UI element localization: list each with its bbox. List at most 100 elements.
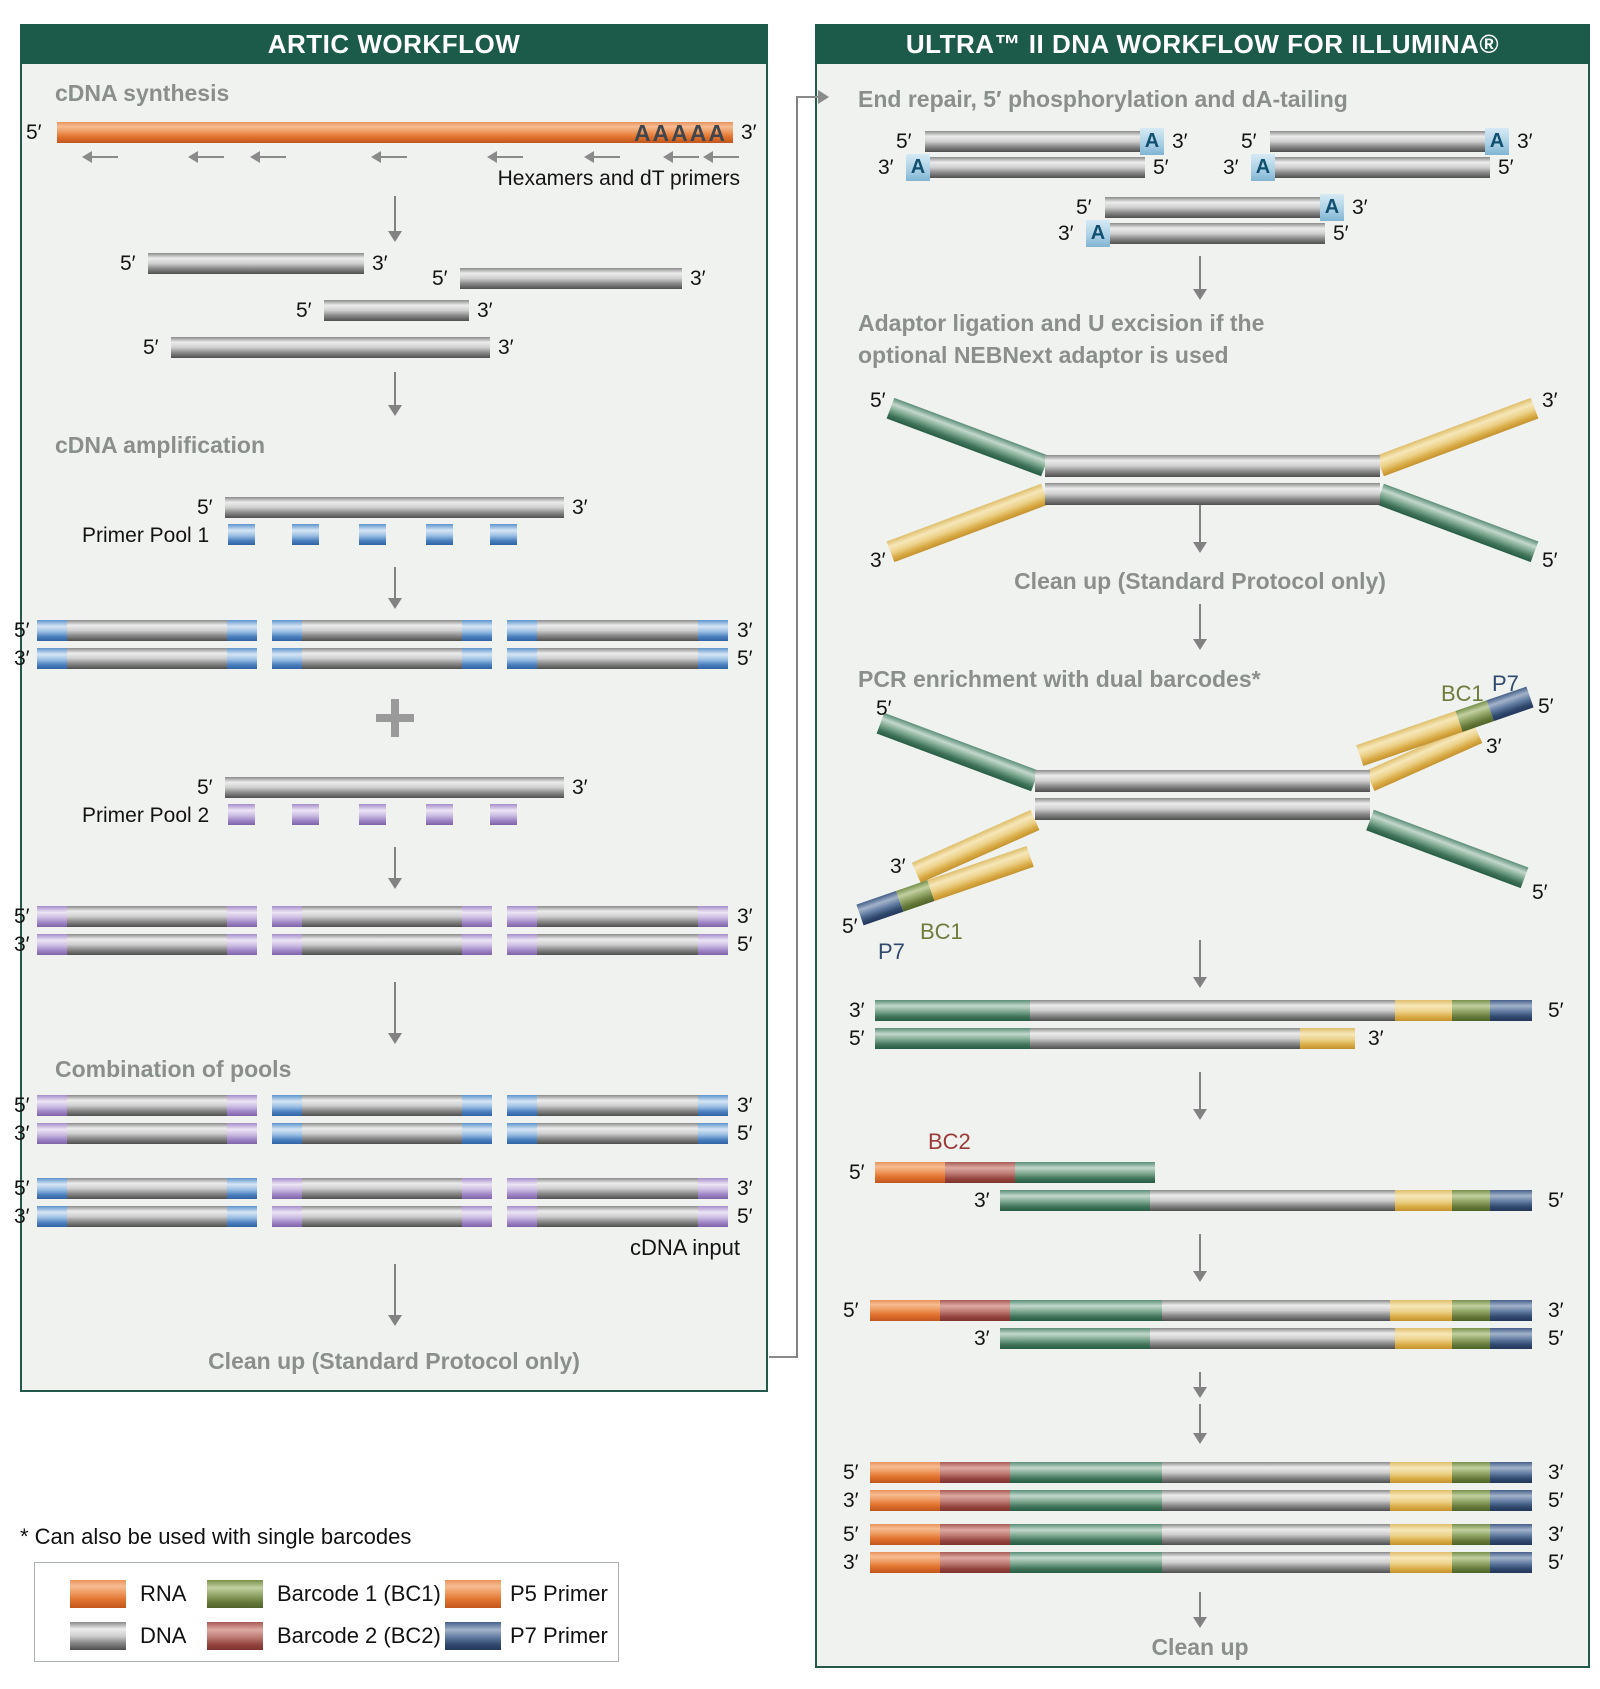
olive-segment (1452, 1524, 1490, 1545)
blue-segment (698, 648, 728, 669)
dna-segment (67, 1123, 227, 1144)
segmented-strand-bar (272, 934, 492, 955)
purple-segment (292, 804, 319, 825)
yellow-segment (1300, 1028, 1355, 1049)
blue-segment (292, 524, 319, 545)
dna-segment (302, 620, 462, 641)
navy-segment (1490, 1300, 1532, 1321)
dna-segment (67, 1178, 227, 1199)
strand-end-label: 3′ (843, 1551, 859, 1574)
blue-segment (359, 524, 386, 545)
segmented-strand-bar (37, 906, 257, 927)
blue-segment (507, 648, 537, 669)
flow-arrow-down (1193, 1404, 1207, 1444)
dna-segment (302, 1206, 462, 1227)
dna-segment (1150, 1328, 1395, 1349)
purple-bar (359, 804, 386, 825)
strand-end-label: 5′ (849, 1161, 865, 1184)
insert-dna-top-strand (1035, 770, 1370, 792)
flow-arrow-down (1193, 604, 1207, 650)
strand-end-label: 5′ (843, 1299, 859, 1322)
purple-segment (462, 934, 492, 955)
blue-segment (227, 1178, 257, 1199)
olive-segment (1452, 1552, 1490, 1573)
segmented-strand-bar (272, 906, 492, 927)
strand-end-label: 5′ (1241, 130, 1257, 153)
da-tail-box: A (1485, 128, 1509, 155)
legend-label-dna: DNA (140, 1623, 187, 1648)
strand-end-label: 3′ (1548, 1299, 1564, 1322)
da-tail-box: A (1140, 128, 1164, 155)
strand-end-label: 3′ (870, 549, 886, 572)
step-title: Clean up (Standard Protocol only) (208, 1348, 580, 1374)
strand-end-label: 5′ (1498, 156, 1514, 179)
segmented-strand-bar (507, 1123, 728, 1144)
red-segment (940, 1524, 1010, 1545)
dna-segment (537, 1178, 698, 1199)
flow-arrow-down (388, 847, 402, 889)
segmented-strand-bar (37, 1206, 257, 1227)
dna-segment (171, 337, 490, 358)
flow-arrow-down (388, 1264, 402, 1326)
blue-segment (490, 524, 517, 545)
flow-arrow-down (1193, 940, 1207, 988)
blue-segment (426, 524, 453, 545)
navy-segment (1490, 1524, 1532, 1545)
flow-arrow-down (388, 567, 402, 609)
teal-segment (875, 1000, 1030, 1021)
teal-segment (1010, 1462, 1162, 1483)
legend-swatch-p7 (445, 1622, 501, 1650)
blue-bar (292, 524, 319, 545)
purple-segment (490, 804, 517, 825)
olive-segment (1452, 1000, 1490, 1021)
olive-segment (1452, 1190, 1490, 1211)
purple-segment (37, 1095, 67, 1116)
blue-segment (37, 1178, 67, 1199)
legend-label-bc1: Barcode 1 (BC1) (277, 1581, 441, 1606)
legend-swatch-bc2 (207, 1622, 263, 1650)
segmented-strand-bar (507, 648, 728, 669)
strand-end-label: 5′ (1532, 881, 1548, 904)
strand-end-label: 3′ (741, 121, 757, 144)
purple-segment (227, 1123, 257, 1144)
poly-a-tail-label: AAAAA (633, 120, 727, 146)
primer-arrow-left (82, 151, 118, 163)
strand-end-label: 3′ (14, 1122, 30, 1145)
strand-end-label: 3′ (572, 496, 588, 519)
strand-end-label: 3′ (1486, 735, 1502, 758)
purple-segment (507, 934, 537, 955)
navy-label: P7 (878, 939, 905, 964)
strand-end-label: 3′ (1058, 222, 1074, 245)
purple-segment (698, 1206, 728, 1227)
yellow-segment (1390, 1490, 1452, 1511)
red-segment (940, 1490, 1010, 1511)
dna-segment (1275, 157, 1490, 178)
pcr-enrichment-structure (856, 686, 1534, 926)
flow-arrow-down (1193, 1234, 1207, 1282)
dna-segment (302, 648, 462, 669)
blue-segment (272, 620, 302, 641)
dna-segment (67, 1095, 227, 1116)
strand-end-label: 5′ (26, 121, 42, 144)
section-title: Combination of pools (55, 1056, 292, 1082)
olive-segment (1452, 1328, 1490, 1349)
legend-swatch-dna (70, 1622, 126, 1650)
segmented-strand-bar (272, 1206, 492, 1227)
navy-segment (1490, 1490, 1532, 1511)
dna-segment (1110, 223, 1325, 244)
yellow-segment (1395, 1190, 1452, 1211)
strand-end-label: 5′ (737, 647, 753, 670)
strand-end-label: 5′ (876, 697, 892, 720)
blue-segment (507, 1123, 537, 1144)
flow-arrow-down (1193, 1592, 1207, 1628)
strand-end-label: 3′ (1517, 130, 1533, 153)
strand-end-label: 5′ (849, 1027, 865, 1050)
purple-bar (292, 804, 319, 825)
segmented-strand-bar (870, 1524, 1532, 1545)
da-tail-box: A (1086, 220, 1110, 247)
yellow-segment (1390, 1300, 1452, 1321)
dna-bar (930, 157, 1145, 178)
strand-end-label: 3′ (1352, 196, 1368, 219)
red-label: BC2 (928, 1129, 971, 1154)
legend-box (34, 1562, 619, 1662)
